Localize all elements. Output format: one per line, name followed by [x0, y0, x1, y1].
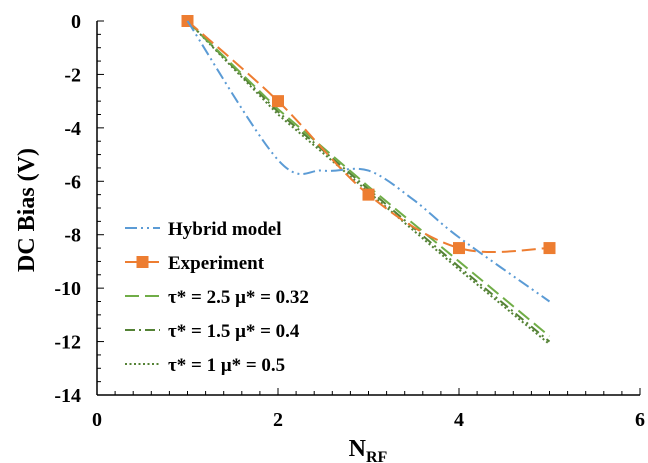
legend-marker: [136, 256, 149, 268]
legend-item: τ* = 1 μ* = 0.5: [125, 355, 285, 376]
series-layer: [181, 15, 556, 346]
legend-item: τ* = 1.5 μ* = 0.4: [125, 321, 300, 342]
y-tick-label: -2: [64, 64, 81, 86]
axes: 0 -2 -4 -6 -8 -10 -12 -14 0 2 4 6: [54, 11, 645, 431]
legend-label: Experiment: [168, 253, 265, 274]
legend-label: τ* = 2.5 μ* = 0.32: [168, 287, 309, 308]
series-line: [186, 20, 550, 253]
x-tick-label: 4: [454, 409, 464, 431]
y-axis-title: DC Bias (V): [14, 148, 40, 272]
series-line: [186, 20, 551, 337]
legend-item: τ* = 2.5 μ* = 0.32: [125, 287, 309, 308]
y-tick-label: -4: [64, 118, 81, 140]
y-tick-label: -8: [64, 225, 81, 247]
y-tick-label: -12: [54, 332, 81, 354]
x-axis-title-sub: RF: [366, 449, 388, 463]
x-axis-title: NRF: [349, 436, 388, 463]
series-1: [186, 20, 551, 303]
x-tick-label: 2: [273, 409, 283, 431]
x-tick-label: 6: [635, 409, 645, 431]
x-tick-label: 0: [92, 409, 102, 431]
x-axis-title-main: N: [349, 436, 367, 462]
data-point-marker: [453, 242, 465, 255]
legend-label: τ* = 1 μ* = 0.5: [168, 355, 285, 376]
y-tick-label: 0: [71, 11, 81, 33]
legend: Hybrid model Experiment τ* = 2.5 μ* = 0.32…: [125, 219, 309, 376]
series-2: [181, 15, 556, 255]
series-line: [186, 20, 551, 303]
x-ticks: 0 2 4 6: [92, 388, 645, 431]
legend-label: τ* = 1.5 μ* = 0.4: [168, 321, 300, 342]
y-ticks: 0 -2 -4 -6 -8 -10 -12 -14: [54, 11, 104, 407]
data-point-marker: [543, 242, 556, 255]
y-tick-label: -14: [54, 385, 81, 407]
y-tick-label: -10: [54, 278, 81, 300]
data-point-marker: [272, 95, 284, 108]
legend-item: Hybrid model: [125, 219, 281, 240]
y-tick-label: -6: [64, 171, 81, 193]
data-point-marker: [362, 188, 375, 201]
legend-item: Experiment: [125, 253, 265, 274]
legend-label: Hybrid model: [168, 219, 281, 240]
series-3: [186, 20, 551, 337]
